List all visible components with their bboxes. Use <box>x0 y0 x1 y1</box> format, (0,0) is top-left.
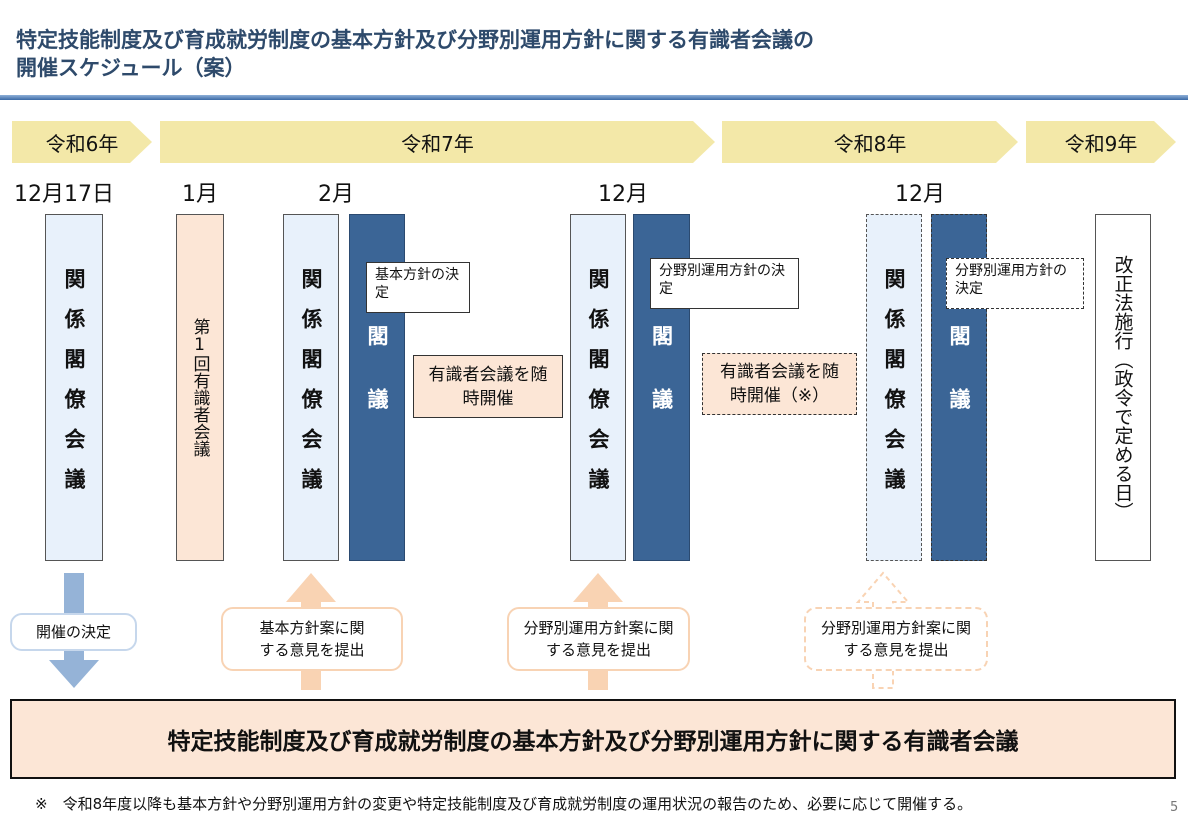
month-label: 2月 <box>318 182 354 207</box>
decision-label: 開催の決定 <box>10 613 137 651</box>
box-label: 改正法施行（政令で定める日） <box>1111 254 1134 521</box>
box-label: 関係閣僚会議 <box>882 267 906 508</box>
year-r6: 令和6年 <box>12 121 152 163</box>
box-label: 閣議 <box>365 324 389 451</box>
month-label: 1月 <box>182 182 218 207</box>
title-line1: 特定技能制度及び育成就労制度の基本方針及び分野別運用方針に関する有識者会議の <box>16 28 814 52</box>
expert-meeting-banner: 特定技能制度及び育成就労制度の基本方針及び分野別運用方針に関する有識者会議 <box>10 699 1176 779</box>
field-opinion-label-planned: 分野別運用方針案に関する意見を提出 <box>804 607 988 671</box>
ministerial-meeting-box: 関係閣僚会議 <box>45 214 103 561</box>
year-r9: 令和9年 <box>1026 121 1176 163</box>
ministerial-meeting-box: 関係閣僚会議 <box>283 214 339 561</box>
title-line2: 開催スケジュール（案） <box>16 56 246 80</box>
box-label: 閣議 <box>947 324 971 451</box>
field-policy-decision-callout: 分野別運用方針の決定 <box>650 258 799 309</box>
page-number: 5 <box>1170 800 1179 815</box>
month-label: 12月17日 <box>14 182 114 207</box>
year-r8: 令和8年 <box>722 121 1018 163</box>
page-title: 特定技能制度及び育成就労制度の基本方針及び分野別運用方針に関する有識者会議の 開催… <box>16 26 814 82</box>
field-policy-decision-callout-planned: 分野別運用方針の決定 <box>946 258 1084 309</box>
law-enforcement-box: 改正法施行（政令で定める日） <box>1095 214 1151 561</box>
basic-policy-decision-callout: 基本方針の決定 <box>366 262 470 313</box>
month-label: 12月 <box>895 182 945 207</box>
footnote: ※ 令和8年度以降も基本方針や分野別運用方針の変更や特定技能制度及び育成就労制度… <box>35 795 973 813</box>
ministerial-meeting-box-planned: 関係閣僚会議 <box>866 214 922 561</box>
up-arrow-dashed-icon <box>855 571 911 689</box>
expert-meeting-anytime-note-box: 有識者会議を随時開催（※） <box>702 353 857 415</box>
title-divider <box>0 95 1188 100</box>
basic-opinion-label: 基本方針案に関する意見を提出 <box>221 607 403 671</box>
box-label: 関係閣僚会議 <box>62 267 86 508</box>
ministerial-meeting-box: 関係閣僚会議 <box>570 214 626 561</box>
box-label: 関係閣僚会議 <box>586 267 610 508</box>
year-r7: 令和7年 <box>160 121 715 163</box>
box-label: 閣議 <box>649 324 674 451</box>
box-label: 第1回有識者会議 <box>189 318 210 457</box>
first-expert-meeting-box: 第1回有識者会議 <box>176 214 224 561</box>
field-opinion-label: 分野別運用方針案に関する意見を提出 <box>507 607 690 671</box>
expert-meeting-anytime-box: 有識者会議を随時開催 <box>413 355 563 418</box>
month-label: 12月 <box>598 182 648 207</box>
box-label: 関係閣僚会議 <box>299 267 323 508</box>
